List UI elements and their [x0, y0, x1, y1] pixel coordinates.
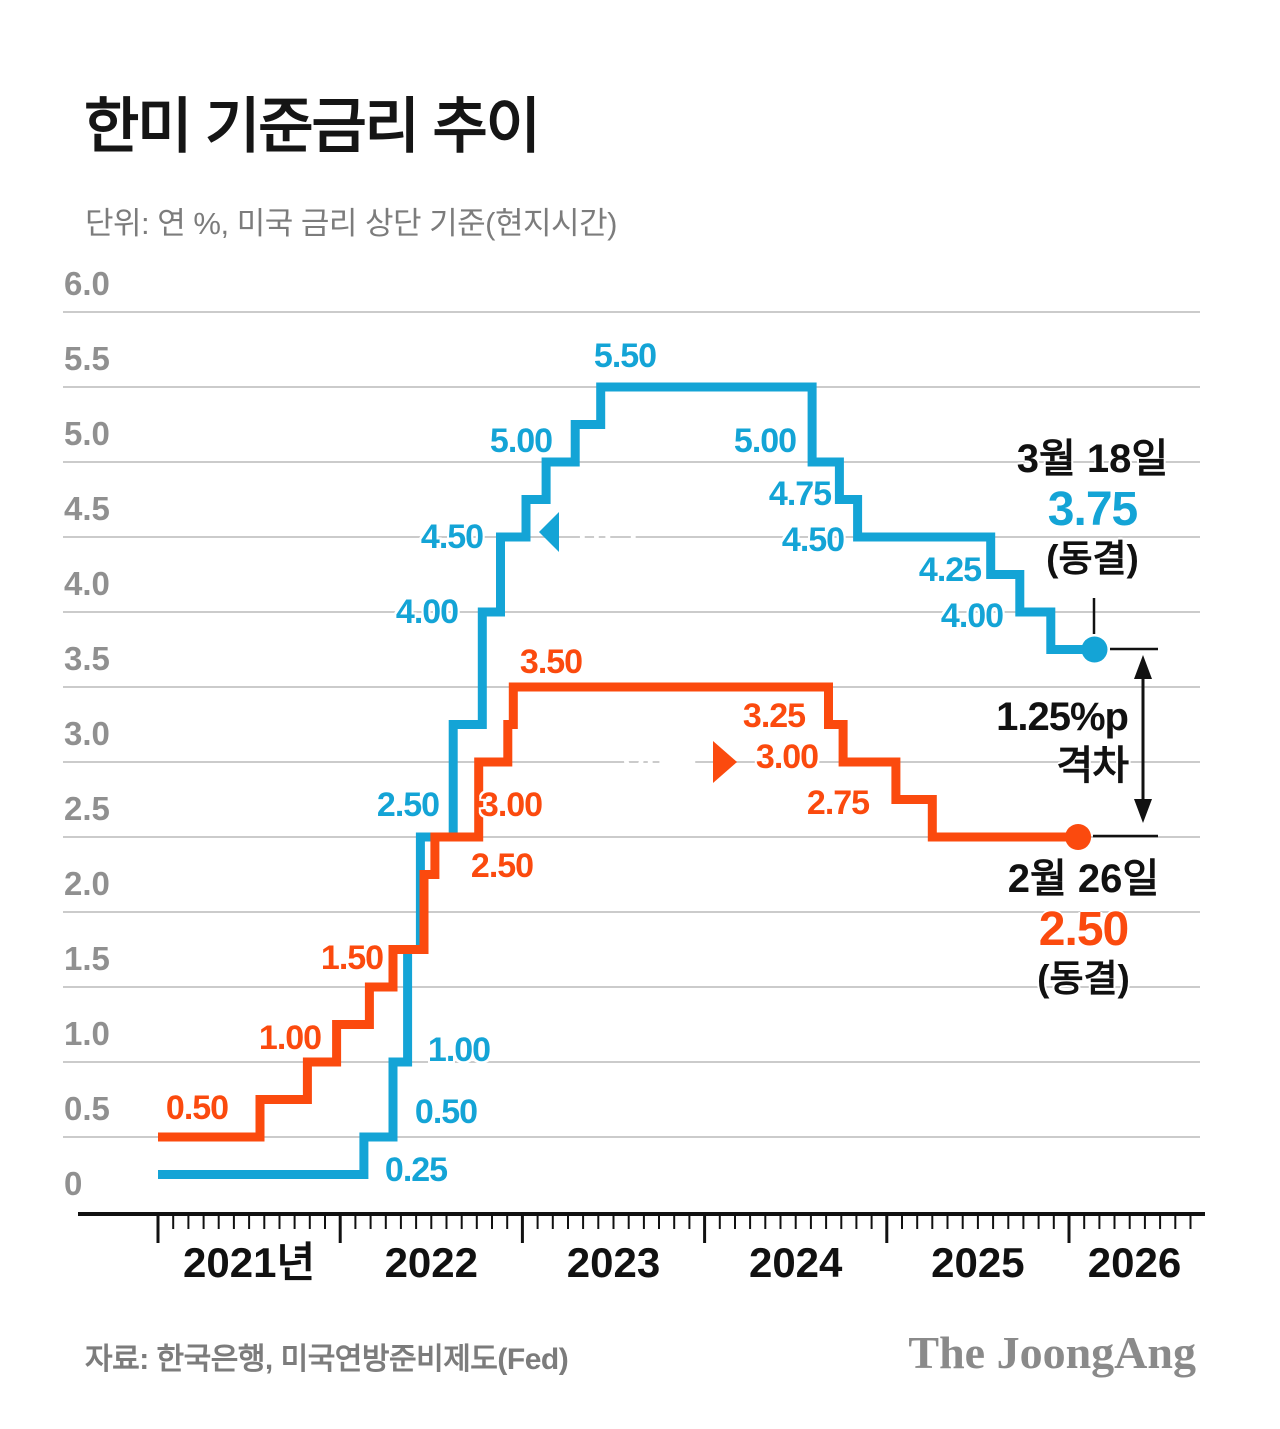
- value-label-us-4.25: 4.25: [918, 551, 982, 589]
- us-end-date: 3월 18일: [1016, 437, 1169, 481]
- y-axis-label-1.0: 1.0: [64, 1015, 110, 1052]
- value-label-kr-0.50: 0.50: [165, 1089, 229, 1127]
- value-label-kr-3.50: 3.50: [519, 643, 583, 681]
- value-label-us-1.00: 1.00: [427, 1031, 491, 1069]
- y-axis-label-2.0: 2.0: [64, 865, 110, 902]
- kr-line: [158, 682, 1079, 1142]
- value-label-us-5.50: 5.50: [593, 337, 657, 375]
- x-axis-label-2024: 2024: [748, 1239, 843, 1286]
- value-label-us-4.50: 4.50: [420, 518, 484, 556]
- value-label-kr-1.00: 1.00: [258, 1019, 322, 1057]
- x-axis: [78, 1212, 1205, 1243]
- page-title: 한미 기준금리 추이: [84, 93, 541, 160]
- x-axis-label-2026: 2026: [1087, 1239, 1182, 1286]
- x-axis-label-2023: 2023: [566, 1239, 661, 1286]
- kr-end-date: 2월 26일: [1007, 857, 1160, 901]
- kr-end-annotation: 2월 26일 2.50 (동결): [991, 856, 1176, 1000]
- y-axis-label-0.5: 0.5: [64, 1090, 110, 1127]
- unit-note: 단위: 연 %, 미국 금리 상단 기준(현지시간): [85, 206, 617, 241]
- value-label-kr-2.50: 2.50: [470, 847, 534, 885]
- value-label-kr-3.00: 3.00: [755, 738, 819, 776]
- value-label-kr-1.50: 1.50: [320, 939, 384, 977]
- value-label-us-2.50: 2.50: [376, 786, 440, 824]
- kr-end-dot: [1065, 824, 1092, 850]
- value-label-us-4.00: 4.00: [395, 593, 459, 631]
- kr-end-note: (동결): [1037, 958, 1130, 999]
- value-label-us-0.50: 0.50: [414, 1093, 478, 1131]
- us-end-value: 3.75: [1047, 483, 1138, 536]
- value-label-us-4.00: 4.00: [940, 597, 1004, 635]
- y-axis-label-4.5: 4.5: [64, 490, 110, 527]
- kr-end-value: 2.50: [1038, 903, 1129, 956]
- y-axis-label-5.5: 5.5: [64, 340, 110, 377]
- series-badge-kr-label: 한국: [620, 741, 696, 788]
- x-axis-label-2021: 2021년: [183, 1239, 316, 1286]
- gap-value: 1.25%p: [996, 695, 1129, 739]
- gap-arrow: [1134, 655, 1152, 823]
- us-line: [158, 382, 1095, 1179]
- us-end-annotation: 3월 18일 3.75 (동결): [1000, 436, 1185, 580]
- value-label-kr-2.75: 2.75: [806, 784, 870, 822]
- us-end-dot: [1081, 636, 1108, 663]
- gap-annotation: 1.25%p 격차: [996, 693, 1129, 791]
- x-axis-label-2022: 2022: [384, 1239, 479, 1286]
- series-badge-kr: 한국: [602, 723, 737, 800]
- value-label-us-4.75: 4.75: [768, 475, 832, 513]
- gap-word: 격차: [1056, 744, 1129, 788]
- series-badge-us: 미국: [539, 493, 670, 570]
- us-end-note: (동결): [1046, 538, 1139, 579]
- y-axis-label-5.0: 5.0: [64, 415, 110, 452]
- y-axis-label-3.0: 3.0: [64, 715, 110, 752]
- x-axis-label-2025: 2025: [931, 1239, 1025, 1286]
- y-axis-label-0: 0: [64, 1165, 83, 1202]
- y-axis-label-4.0: 4.0: [64, 565, 110, 602]
- value-label-us-0.25: 0.25: [384, 1151, 448, 1189]
- y-axis-label-6.0: 6.0: [64, 265, 110, 302]
- annotation-lines: [1092, 598, 1158, 838]
- value-label-us-5.00: 5.00: [733, 422, 797, 460]
- source-note: 자료: 한국은행, 미국연방준비제도(Fed): [85, 1343, 569, 1376]
- publisher-logo: The JoongAng: [908, 1327, 1196, 1378]
- series-badge-us-label: 미국: [576, 511, 652, 558]
- y-axis-label-2.5: 2.5: [64, 790, 110, 827]
- value-label-us-4.50: 4.50: [781, 521, 845, 559]
- y-axis-label-1.5: 1.5: [64, 940, 110, 977]
- value-label-kr-3.25: 3.25: [742, 697, 806, 735]
- value-label-us-5.00: 5.00: [489, 422, 553, 460]
- y-axis-label-3.5: 3.5: [64, 640, 110, 677]
- value-label-kr-3.00: 3.00: [479, 786, 543, 824]
